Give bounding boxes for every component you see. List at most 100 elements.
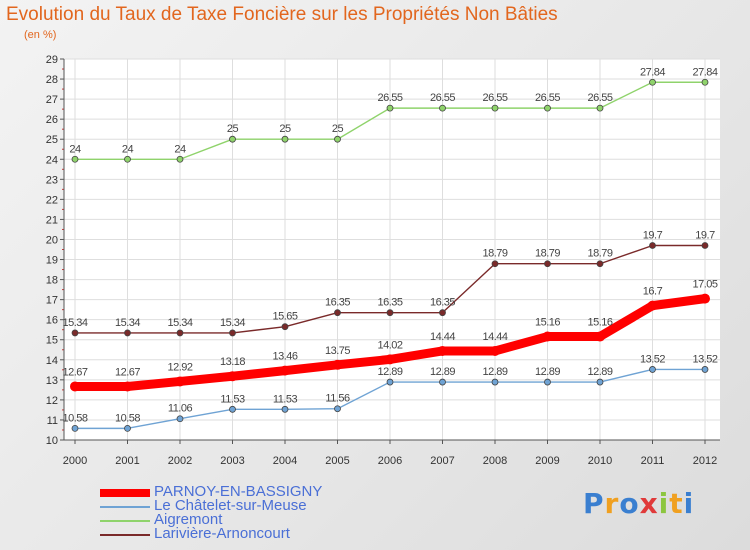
x-tick-label: 2005 — [325, 455, 349, 467]
data-label: 14.44 — [482, 331, 507, 343]
data-label: 12.89 — [377, 366, 402, 378]
data-point — [649, 366, 656, 373]
data-label: 12.89 — [587, 366, 612, 378]
data-label: 14.44 — [430, 331, 455, 343]
x-tick-label: 2000 — [63, 455, 87, 467]
data-label: 24 — [69, 143, 81, 155]
data-label: 27.84 — [692, 66, 717, 78]
data-point — [175, 376, 185, 387]
logo-letter: x — [639, 487, 659, 520]
y-tick-label: 26 — [46, 114, 58, 126]
data-label: 10.58 — [115, 412, 140, 424]
logo-letter: t — [669, 487, 684, 520]
logo-letter: i — [658, 487, 670, 520]
data-point — [334, 405, 341, 413]
data-point — [386, 309, 394, 317]
data-point — [122, 381, 133, 392]
data-point — [647, 300, 658, 311]
data-label: 25 — [279, 123, 291, 135]
legend-item: PARNOY-EN-BASSIGNY — [100, 483, 400, 500]
data-point — [491, 378, 499, 386]
data-point — [701, 78, 709, 86]
data-point — [385, 354, 395, 365]
data-label: 14.02 — [377, 339, 402, 351]
data-point — [542, 331, 553, 342]
y-tick-label: 20 — [46, 234, 58, 246]
legend-item: Aigremont — [100, 511, 400, 528]
data-point — [595, 331, 605, 342]
data-label: 12.92 — [167, 361, 192, 373]
data-label: 19.7 — [695, 229, 715, 241]
data-point — [544, 104, 551, 112]
data-label: 19.7 — [643, 229, 663, 241]
legend-item: Larivière-Arnoncourt — [100, 525, 400, 542]
data-point — [176, 155, 184, 163]
legend-swatch — [100, 489, 150, 497]
y-tick-label: 17 — [46, 295, 58, 307]
data-label: 11.53 — [273, 393, 298, 405]
x-tick-label: 2002 — [168, 455, 192, 467]
legend: PARNOY-EN-BASSIGNY Le Châtelet-sur-Meuse A… — [100, 483, 400, 542]
logo-letter: r — [604, 487, 620, 520]
data-point — [229, 405, 236, 413]
data-label: 16.35 — [377, 297, 402, 309]
data-point — [176, 329, 184, 337]
data-label: 12.89 — [430, 366, 455, 378]
legend-swatch — [100, 506, 150, 508]
legend-swatch — [100, 520, 150, 522]
data-point — [596, 260, 604, 268]
data-label: 17.05 — [692, 279, 717, 291]
y-tick-label: 24 — [46, 154, 58, 166]
y-tick-label: 25 — [46, 134, 58, 146]
data-label: 11.06 — [168, 403, 193, 415]
y-tick-label: 28 — [46, 74, 58, 86]
data-label: 18.79 — [535, 248, 560, 260]
legend-swatch — [100, 534, 150, 536]
data-label: 25 — [332, 123, 344, 135]
data-point — [544, 378, 551, 386]
legend-label: Le Châtelet-sur-Meuse — [154, 497, 307, 514]
y-tick-label: 15 — [46, 335, 58, 347]
data-label: 15.16 — [587, 317, 612, 329]
data-label: 16.35 — [430, 297, 455, 309]
data-point — [71, 424, 79, 432]
data-point — [332, 359, 343, 370]
x-tick-label: 2001 — [115, 455, 139, 467]
data-label: 15.34 — [115, 317, 140, 329]
data-label: 16.35 — [325, 297, 350, 309]
y-tick-label: 10 — [46, 435, 58, 447]
x-tick-label: 2006 — [378, 455, 402, 467]
data-label: 15.34 — [167, 317, 192, 329]
data-point — [281, 135, 289, 143]
data-point — [544, 260, 551, 268]
y-tick-label: 11 — [47, 415, 58, 427]
legend-item: Le Châtelet-sur-Meuse — [100, 497, 400, 514]
data-point — [439, 378, 446, 386]
data-point — [491, 260, 499, 268]
data-label: 11.56 — [325, 393, 350, 405]
x-tick-label: 2011 — [641, 455, 665, 467]
data-point — [649, 242, 656, 249]
data-point — [124, 424, 131, 432]
y-tick-label: 19 — [46, 255, 58, 267]
data-label: 13.75 — [325, 345, 350, 357]
data-label: 26.55 — [587, 92, 612, 104]
data-label: 18.79 — [587, 248, 612, 260]
y-tick-label: 22 — [46, 194, 58, 206]
y-tick-label: 21 — [46, 214, 58, 226]
data-point — [386, 378, 394, 386]
data-point — [176, 415, 184, 423]
x-tick-label: 2007 — [430, 455, 454, 467]
data-point — [490, 345, 500, 356]
data-point — [70, 381, 80, 392]
data-point — [229, 135, 236, 143]
logo-letter: P — [583, 487, 605, 520]
proxiti-logo: Proxiti — [583, 487, 694, 520]
x-tick-label: 2009 — [535, 455, 559, 467]
logo-letter: i — [683, 487, 695, 520]
y-tick-label: 27 — [46, 94, 58, 106]
data-label: 13.18 — [220, 356, 245, 368]
data-label: 13.46 — [272, 351, 297, 363]
data-point — [491, 104, 499, 112]
